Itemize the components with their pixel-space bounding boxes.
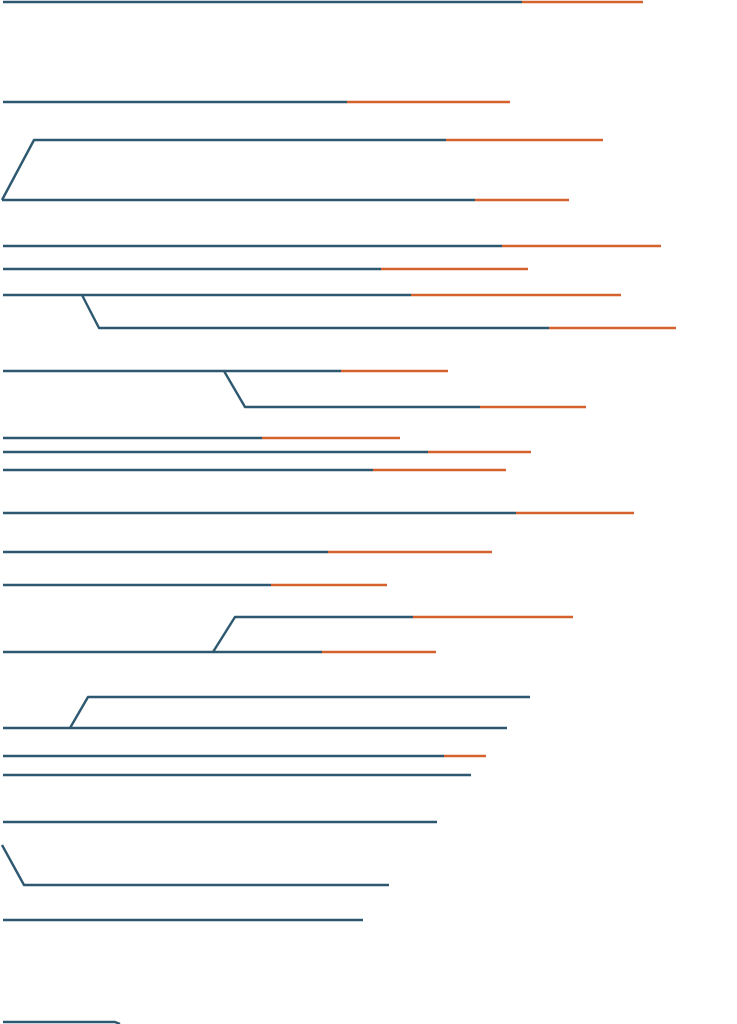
branch (0, 844, 389, 887)
branch (3, 1020, 121, 1024)
branch (0, 138, 446, 201)
branch (211, 615, 413, 653)
branch (80, 294, 549, 330)
branch (222, 370, 480, 409)
branch (68, 695, 530, 729)
